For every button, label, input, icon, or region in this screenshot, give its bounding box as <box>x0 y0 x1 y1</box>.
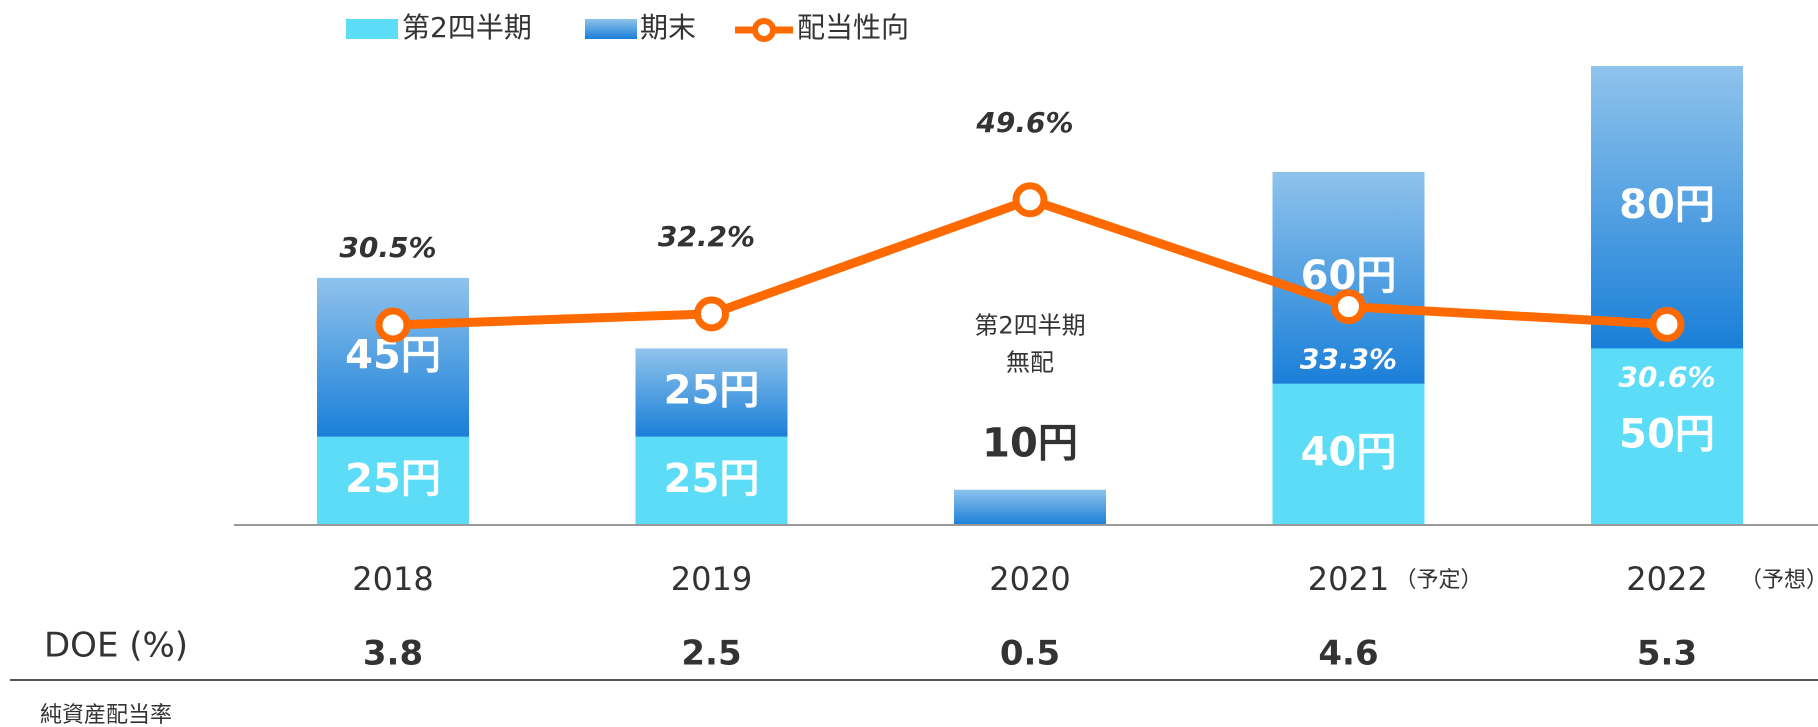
x-tick-note: （予想） <box>1740 568 1818 593</box>
bar-q2 <box>317 436 469 525</box>
doe-sublabel: 純資産配当率 <box>40 703 172 727</box>
bar-end <box>635 348 788 437</box>
ratio-marker <box>694 296 729 332</box>
bar-label: 40円 <box>1301 429 1397 475</box>
ratio-marker <box>1649 306 1685 342</box>
doe-value: 3.8 <box>363 634 423 674</box>
x-tick-note: （予定） <box>1395 568 1483 593</box>
doe-label: DOE (%) <box>44 626 188 666</box>
legend-swatch <box>346 19 398 39</box>
bar-label: 25円 <box>664 368 760 414</box>
ratio-label: 30.5% <box>339 231 436 264</box>
doe-value: 5.3 <box>1637 634 1697 674</box>
ratio-marker <box>1012 182 1048 218</box>
bar-end <box>1272 171 1425 384</box>
legend-label: 配当性向 <box>797 11 909 44</box>
legend-label: 第2四半期 <box>402 11 532 44</box>
doe-value: 4.6 <box>1318 634 1378 674</box>
x-tick-label: 2021 <box>1308 560 1389 598</box>
ratio-label: 49.6% <box>975 106 1073 139</box>
bar-q2 <box>635 436 788 525</box>
x-tick-label: 2018 <box>352 560 433 598</box>
bar-end <box>317 277 469 437</box>
ratio-label: 33.3% <box>1300 343 1397 376</box>
ratio-label: 30.6% <box>1618 360 1715 393</box>
bar-label: 25円 <box>345 456 441 502</box>
bar-label: 80円 <box>1619 182 1715 228</box>
bar-label: 25円 <box>664 456 760 502</box>
ratio-label: 32.2% <box>658 220 755 253</box>
x-tick-label: 2020 <box>989 560 1070 598</box>
doe-value: 2.5 <box>681 634 741 674</box>
x-tick-label: 2022 <box>1626 560 1707 598</box>
bar-label: 50円 <box>1619 412 1715 458</box>
annotation: 無配 <box>1006 349 1054 377</box>
bar-end <box>1591 66 1743 349</box>
ratio-line <box>392 195 1668 330</box>
legend-marker <box>752 18 776 42</box>
annotation: 第2四半期 <box>974 312 1085 340</box>
legend-label: 期末 <box>640 11 696 44</box>
bar-end <box>954 489 1106 525</box>
bar-q2 <box>1272 383 1425 525</box>
legend-swatch <box>585 19 637 39</box>
doe-value: 0.5 <box>1000 634 1060 674</box>
ratio-marker <box>375 307 411 343</box>
x-tick-label: 2019 <box>671 560 752 598</box>
bar-label: 10円 <box>982 421 1078 467</box>
bar-q2 <box>1591 348 1743 525</box>
ratio-marker <box>1331 289 1366 325</box>
